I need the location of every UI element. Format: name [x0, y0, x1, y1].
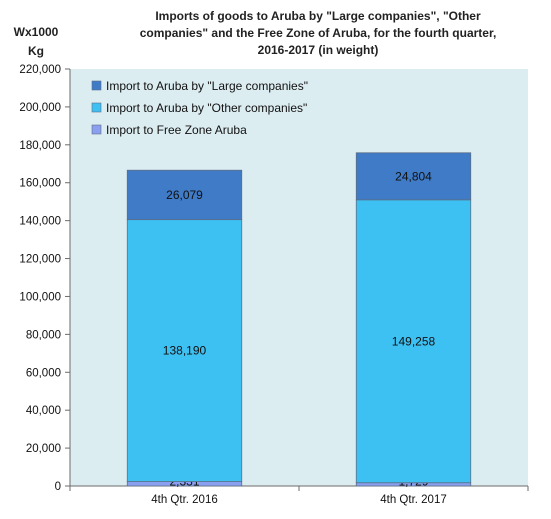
y-tick-label: 180,000 — [19, 140, 61, 152]
legend-label: Import to Aruba by "Other companies" — [106, 101, 307, 115]
chart-title-line: Imports of goods to Aruba by "Large comp… — [155, 9, 481, 23]
y-axis: 0 20,000 40,000 60,000 80,000 100,000 120,000 1… — [19, 64, 71, 493]
y-tick-label: 200,000 — [19, 102, 61, 114]
y-tick-label: 40,000 — [26, 405, 61, 417]
bar-segment — [355, 199, 472, 484]
y-tick-label: 220,000 — [19, 64, 61, 76]
y-tick-label: 100,000 — [19, 291, 61, 303]
bar-segment — [355, 152, 472, 201]
data-label: 138,190 — [163, 344, 207, 358]
legend-label: Import to Free Zone Aruba — [106, 123, 247, 137]
data-label: 149,258 — [392, 334, 436, 348]
x-tick-label: 4th Qtr. 2016 — [151, 494, 218, 506]
legend-swatch — [91, 102, 102, 113]
bar-segment — [126, 219, 243, 482]
y-tick-label: 140,000 — [19, 216, 61, 228]
y-tick-label: 20,000 — [26, 443, 61, 455]
y-axis-unit-line: Kg — [28, 44, 44, 58]
y-tick-label: 120,000 — [19, 254, 61, 266]
y-tick-label: 80,000 — [26, 329, 61, 341]
chart-title: Imports of goods to Aruba by "Large comp… — [140, 9, 497, 57]
y-tick-label: 160,000 — [19, 178, 61, 190]
y-axis-unit-line: Wx1000 — [14, 25, 59, 39]
y-axis-unit: Wx1000 Kg — [14, 25, 59, 58]
legend-label: Import to Aruba by "Large companies" — [106, 79, 308, 93]
chart-title-line: companies" and the Free Zone of Aruba, f… — [140, 26, 497, 40]
data-label: 26,079 — [166, 188, 203, 202]
legend-swatch — [91, 80, 102, 91]
y-tick-label: 0 — [55, 481, 61, 493]
data-label: 24,804 — [395, 169, 432, 183]
bar-segment — [126, 169, 243, 221]
legend-swatch — [91, 124, 102, 135]
legend: Import to Aruba by "Large companies" Impo… — [91, 79, 308, 137]
x-tick-label: 4th Qtr. 2017 — [380, 494, 447, 506]
y-tick-label: 60,000 — [26, 367, 61, 379]
x-axis: 4th Qtr. 2016 4th Qtr. 2017 — [69, 485, 529, 506]
chart-title-line: 2016-2017 (in weight) — [258, 43, 379, 57]
